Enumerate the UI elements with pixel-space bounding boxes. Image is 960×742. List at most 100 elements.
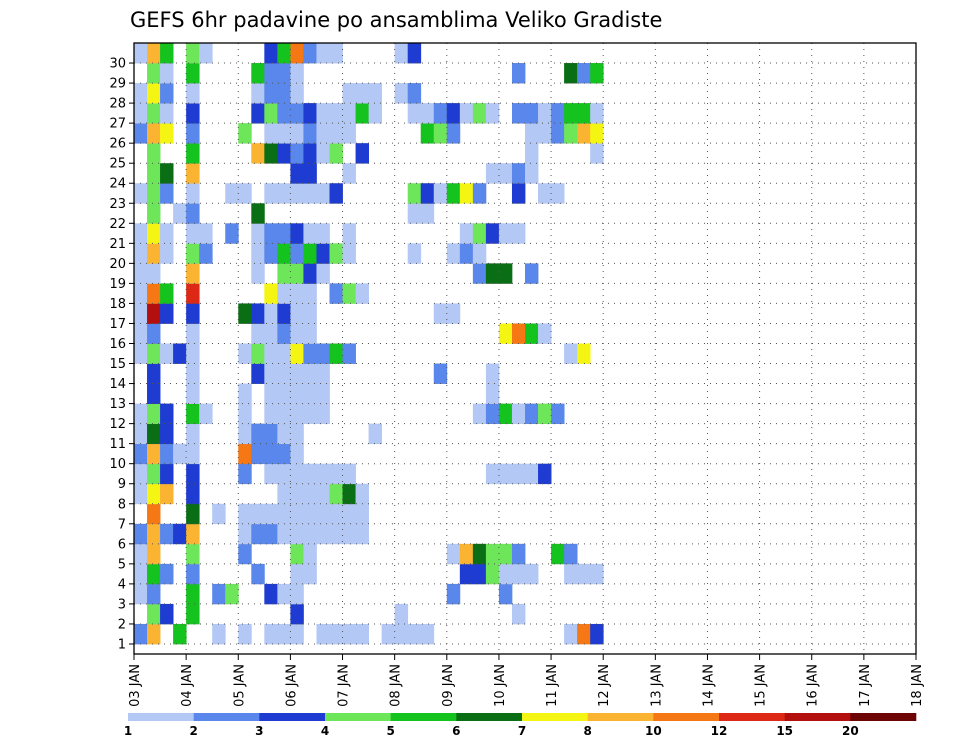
heatmap-cell (329, 143, 343, 164)
heatmap-cell (303, 123, 317, 144)
heatmap-cell (147, 363, 161, 384)
heatmap-cell (551, 183, 565, 204)
heatmap-cell (420, 123, 435, 144)
heatmap-cell (290, 503, 304, 525)
heatmap-cell (147, 503, 161, 525)
heatmap-cell (355, 83, 369, 104)
heatmap-cell (186, 403, 200, 425)
heatmap-cell (303, 263, 317, 284)
heatmap-cell (251, 303, 265, 324)
heatmap-cell (147, 463, 161, 485)
heatmap-cell (277, 623, 291, 645)
heatmap-cell (590, 143, 604, 164)
heatmap-cell (290, 383, 304, 404)
heatmap-cell (407, 183, 422, 204)
heatmap-cell (199, 223, 213, 244)
heatmap-cell (342, 223, 356, 244)
legend-swatch (390, 713, 457, 721)
heatmap-cell (329, 503, 343, 525)
x-tick-label: 14 JAN (701, 664, 716, 707)
heatmap-cell (381, 623, 396, 645)
heatmap-cell (186, 503, 200, 525)
heatmap-cell (459, 223, 474, 244)
y-tick-label: 10 (109, 457, 126, 472)
heatmap-cell (225, 223, 239, 244)
heatmap-cell (264, 343, 278, 364)
heatmap-cell (147, 303, 161, 324)
heatmap-cell (160, 183, 174, 204)
heatmap-cell (433, 183, 448, 204)
heatmap-cell (147, 483, 161, 505)
x-tick-label: 05 JAN (232, 664, 247, 707)
heatmap-cell (368, 103, 383, 124)
heatmap-cell (316, 523, 330, 545)
heatmap-cell (446, 243, 461, 264)
heatmap-cell (342, 243, 356, 264)
x-tick-label: 10 JAN (493, 664, 508, 707)
heatmap-cell (290, 443, 304, 465)
heatmap-cell (498, 583, 513, 605)
heatmap-cell (446, 583, 461, 605)
heatmap-cell (290, 343, 304, 364)
heatmap-cell (147, 243, 161, 264)
heatmap-cell (264, 63, 278, 84)
heatmap-cell (577, 123, 591, 144)
heatmap-cell (511, 543, 526, 565)
heatmap-cell (251, 423, 265, 445)
heatmap-cell (511, 323, 526, 344)
heatmap-cell (264, 323, 278, 344)
heatmap-cell (238, 503, 252, 525)
heatmap-cell (173, 623, 187, 645)
heatmap-cell (316, 183, 330, 204)
heatmap-cell (264, 143, 278, 164)
heatmap-cell (525, 103, 539, 124)
heatmap-cell (225, 183, 239, 204)
heatmap-cell (290, 303, 304, 324)
x-tick-label: 18 JAN (910, 664, 925, 707)
heatmap-cell (147, 603, 161, 625)
heatmap-cell (290, 163, 304, 184)
heatmap-cell (303, 223, 317, 244)
heatmap-cell (147, 83, 161, 104)
heatmap-cell (134, 483, 148, 505)
heatmap-cell (551, 123, 565, 144)
heatmap-cell (303, 383, 317, 404)
heatmap-cell (160, 343, 174, 364)
x-tick-label: 03 JAN (128, 664, 143, 707)
heatmap-cell (485, 563, 500, 585)
legend-swatch (128, 713, 194, 721)
heatmap-cell (577, 103, 591, 124)
heatmap-cell (355, 283, 369, 304)
y-tick-label: 4 (118, 577, 126, 592)
heatmap-cell (290, 583, 304, 605)
heatmap-cell (394, 603, 409, 625)
heatmap-cell (459, 563, 474, 585)
heatmap-cell (472, 403, 487, 425)
heatmap-cell (420, 623, 435, 645)
heatmap-cell (134, 523, 148, 545)
heatmap-cell (538, 323, 552, 344)
heatmap-cell (342, 163, 356, 184)
heatmap-cell (186, 383, 200, 404)
heatmap-cell (277, 363, 291, 384)
heatmap-cell (277, 323, 291, 344)
heatmap-cell (329, 243, 343, 264)
heatmap-cell (251, 103, 265, 124)
heatmap-cell (459, 183, 474, 204)
x-tick-label: 15 JAN (754, 664, 769, 707)
heatmap-cell (264, 423, 278, 445)
heatmap-cell (590, 103, 604, 124)
y-tick-label: 16 (109, 337, 126, 352)
heatmap-cell (186, 143, 200, 164)
heatmap-cell (264, 283, 278, 304)
y-tick-label: 12 (109, 417, 126, 432)
heatmap-cell (329, 623, 343, 645)
heatmap-cell (264, 43, 278, 64)
heatmap-cell (538, 123, 552, 144)
x-tick-label: 13 JAN (649, 664, 664, 707)
legend-label: 2 (189, 724, 197, 738)
legend-label: 4 (321, 724, 329, 738)
heatmap-cell (251, 263, 265, 284)
heatmap-cell (186, 123, 200, 144)
